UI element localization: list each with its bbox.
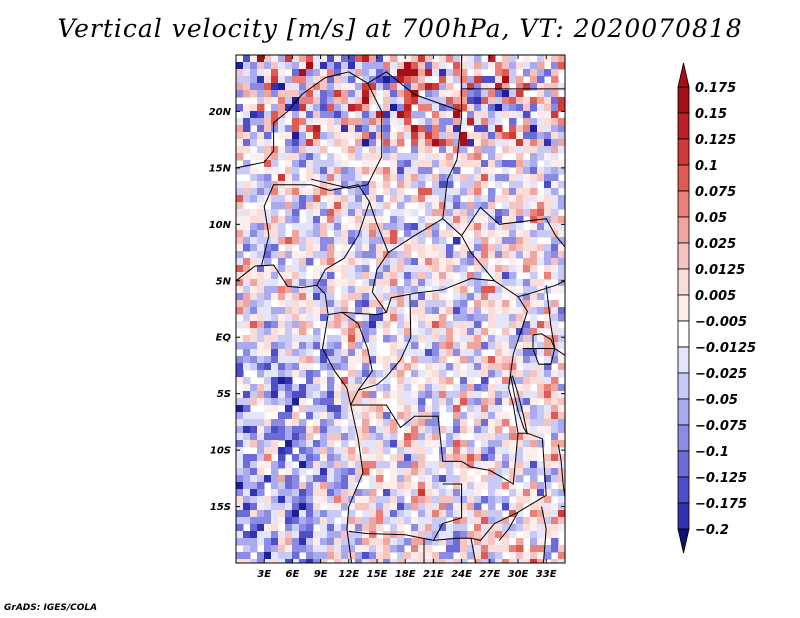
colorbar-label: 0.075 <box>695 185 736 200</box>
lon-tick-label: 27E <box>479 569 500 580</box>
colorbar-label: 0.125 <box>695 133 736 148</box>
colorbar-segment <box>677 450 690 478</box>
colorbar-label: 0.175 <box>695 81 736 96</box>
colorbar-label: −0.05 <box>695 393 738 408</box>
lon-tick-label: 18E <box>395 569 416 580</box>
colorbar-label: −0.005 <box>695 315 747 330</box>
lon-tick-label: 24E <box>451 569 472 580</box>
colorbar-segment <box>677 268 690 296</box>
vertical-velocity-field <box>236 55 565 563</box>
map-frame <box>235 54 566 564</box>
lat-tick-label: 15S <box>210 502 231 513</box>
colorbar-label: −0.125 <box>695 471 747 486</box>
colorbar-label: 0.1 <box>695 159 718 174</box>
colorbar-label: −0.0125 <box>695 341 756 356</box>
colorbar-segment <box>677 502 690 530</box>
colorbar-label: 0.15 <box>695 107 727 122</box>
lon-tick-label: 3E <box>257 569 271 580</box>
colorbar-label: 0.025 <box>695 237 736 252</box>
colorbar-top-arrow <box>677 62 690 88</box>
colorbar-segment <box>677 476 690 504</box>
lat-tick-label: 20N <box>209 107 232 118</box>
lon-tick-label: 30E <box>508 569 529 580</box>
colorbar-label: −0.175 <box>695 497 747 512</box>
colorbar-label: −0.025 <box>695 367 747 382</box>
lat-tick-label: 15N <box>209 163 232 174</box>
colorbar-segment <box>677 216 690 244</box>
colorbar-segment <box>677 190 690 218</box>
colorbar-segment <box>677 398 690 426</box>
colorbar-segment <box>677 294 690 322</box>
lon-tick-label: 15E <box>367 569 388 580</box>
axis-ticks: 20N 15N 10N 5N EQ 5S 10S 15S 3E 6E 9E 12E 15E 18E 21E 2… <box>209 55 565 580</box>
colorbar: 0.175 0.15 0.125 0.1 0.075 0.05 0.025 0.0125 0.0… <box>677 62 756 554</box>
colorbar-label: −0.1 <box>695 445 729 460</box>
colorbar-bottom-arrow <box>677 528 690 554</box>
colorbar-label: 0.005 <box>695 289 736 304</box>
colorbar-segment <box>677 320 690 348</box>
colorbar-segment <box>677 164 690 192</box>
colorbar-segment <box>677 424 690 452</box>
lat-tick-label: 5S <box>217 389 231 400</box>
country-borders <box>236 55 565 563</box>
lon-tick-label: 12E <box>338 569 359 580</box>
colorbar-label: −0.075 <box>695 419 747 434</box>
lat-tick-label: 5N <box>216 276 232 287</box>
grads-credit: GrADS: IGES/COLA <box>4 603 98 613</box>
colorbar-label: −0.2 <box>695 523 729 538</box>
colorbar-label: 0.0125 <box>695 263 745 278</box>
colorbar-segment <box>677 372 690 400</box>
chart-title: Vertical velocity [m/s] at 700hPa, VT: 2… <box>57 14 743 43</box>
lon-tick-label: 9E <box>314 569 328 580</box>
lat-tick-label: 10S <box>210 446 231 457</box>
colorbar-segment <box>677 346 690 374</box>
lon-tick-label: 6E <box>286 569 300 580</box>
colorbar-label: 0.05 <box>695 211 727 226</box>
colorbar-segment <box>677 112 690 140</box>
colorbar-segment <box>677 138 690 166</box>
lon-tick-label: 21E <box>423 569 444 580</box>
colorbar-segment <box>677 242 690 270</box>
lat-tick-label: 10N <box>209 220 232 231</box>
colorbar-segment <box>677 86 690 114</box>
lat-tick-label: EQ <box>216 333 232 344</box>
lon-tick-label: 33E <box>536 569 557 580</box>
